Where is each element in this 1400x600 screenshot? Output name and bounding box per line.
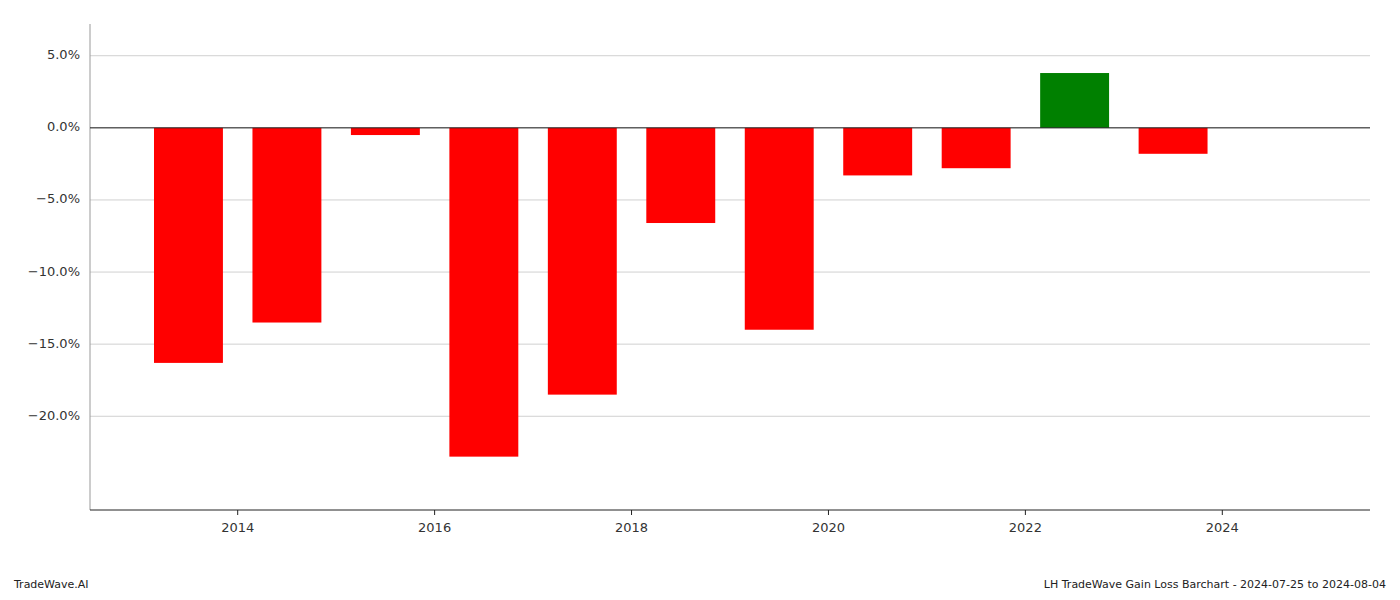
bar [745,128,814,330]
y-tick-label: −5.0% [36,191,80,206]
grid-line [90,416,1370,417]
x-tick-label: 2020 [812,520,845,535]
x-tick [1222,510,1223,515]
x-tick [828,510,829,515]
bar [154,128,223,363]
x-tick-label: 2022 [1009,520,1042,535]
x-ticks: 2014 2016 2018 2020 2022 2024 [221,510,1239,535]
y-tick-labels: 5.0% 0.0% −5.0% −10.0% −15.0% −20.0% [28,47,80,423]
x-tick-label: 2018 [615,520,648,535]
x-tick [1025,510,1026,515]
y-axis-line [90,24,91,510]
bar [942,128,1011,168]
grid-line [90,127,1370,128]
background [0,0,1400,600]
chart-container: 5.0%0.0%−5.0%−10.0%−15.0%−20.0%201420162… [0,0,1400,600]
grid-line [90,344,1370,345]
y-tick-label: −15.0% [28,336,80,351]
footer-text: LH TradeWave Gain Loss Barchart - 2024-0… [1044,578,1386,591]
chart: 5.0%0.0%−5.0%−10.0%−15.0%−20.0%201420162… [0,0,1400,600]
y-tick-label: −20.0% [28,408,80,423]
y-tick-label: 0.0% [47,119,80,134]
bar [1139,128,1208,154]
x-tick-label: 2024 [1206,520,1239,535]
grid-line [90,55,1370,56]
x-tick [237,510,238,515]
bars [154,73,1208,457]
x-tick-label: 2016 [418,520,451,535]
bar [1040,73,1109,128]
y-tick-label: 5.0% [47,47,80,62]
bar [351,128,420,135]
x-tick-label: 2014 [221,520,254,535]
bar [843,128,912,176]
bar [252,128,321,323]
bar [449,128,518,457]
footer-text: TradeWave.AI [13,578,89,591]
x-axis-line [90,510,1370,511]
y-grid [90,56,1370,417]
x-tick [631,510,632,515]
y-tick-label: −10.0% [28,264,80,279]
bar [548,128,617,395]
zero-line [90,127,1370,128]
x-tick [434,510,435,515]
bar [646,128,715,223]
